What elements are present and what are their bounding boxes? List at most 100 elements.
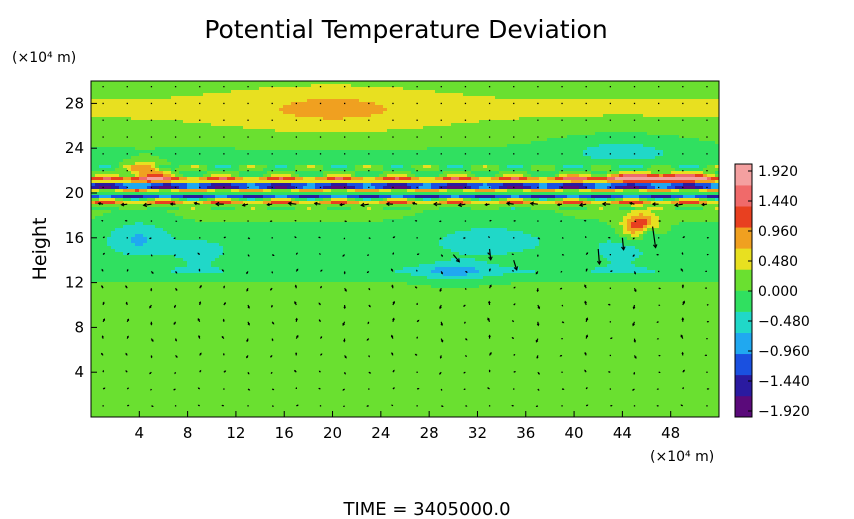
field-cell xyxy=(703,156,707,159)
field-cell xyxy=(335,159,339,162)
field-cell xyxy=(215,144,219,147)
field-cell xyxy=(567,96,571,99)
field-cell xyxy=(111,144,115,147)
field-cell xyxy=(463,114,467,117)
field-cell xyxy=(435,126,439,129)
field-cell xyxy=(439,159,443,162)
field-cell xyxy=(339,93,343,96)
field-cell xyxy=(491,159,495,162)
field-cell xyxy=(207,147,211,150)
field-cell xyxy=(319,117,323,120)
field-cell xyxy=(227,96,231,99)
field-cell xyxy=(647,117,651,120)
field-cell xyxy=(323,144,327,147)
field-cell xyxy=(611,156,615,159)
field-cell xyxy=(259,81,263,84)
field-cell xyxy=(707,84,711,87)
field-cell xyxy=(403,126,407,129)
field-cell xyxy=(227,150,231,153)
field-cell xyxy=(251,111,255,114)
field-cell xyxy=(635,156,639,159)
field-cell xyxy=(307,129,311,132)
field-cell xyxy=(567,123,571,126)
field-cell xyxy=(599,96,603,99)
field-cell xyxy=(403,108,407,111)
field-cell xyxy=(643,81,647,84)
field-cell xyxy=(679,96,683,99)
field-cell xyxy=(107,120,111,123)
field-cell xyxy=(243,84,247,87)
field-cell xyxy=(295,159,299,162)
field-cell xyxy=(227,120,231,123)
field-cell xyxy=(515,111,519,114)
field-cell xyxy=(587,150,591,153)
field-cell xyxy=(103,129,107,132)
field-cell xyxy=(575,150,579,153)
field-cell xyxy=(315,114,319,117)
field-cell xyxy=(311,132,315,135)
field-cell xyxy=(619,147,623,150)
field-cell xyxy=(427,147,431,150)
field-cell xyxy=(435,108,439,111)
field-cell xyxy=(187,123,191,126)
field-cell xyxy=(315,105,319,108)
field-cell xyxy=(239,108,243,111)
field-cell xyxy=(423,114,427,117)
field-cell xyxy=(591,141,595,144)
field-cell xyxy=(227,90,231,93)
field-cell xyxy=(339,114,343,117)
field-cell xyxy=(691,159,695,162)
field-cell xyxy=(551,105,555,108)
field-cell xyxy=(227,132,231,135)
field-cell xyxy=(219,129,223,132)
field-cell xyxy=(211,159,215,162)
field-cell xyxy=(323,150,327,153)
field-cell xyxy=(295,96,299,99)
field-cell xyxy=(547,96,551,99)
field-cell xyxy=(331,102,335,105)
field-cell xyxy=(647,147,651,150)
field-cell xyxy=(359,99,363,102)
field-cell xyxy=(219,99,223,102)
field-cell xyxy=(679,129,683,132)
field-cell xyxy=(195,108,199,111)
field-cell xyxy=(167,144,171,147)
field-cell xyxy=(595,156,599,159)
field-cell xyxy=(103,108,107,111)
field-cell xyxy=(623,144,627,147)
field-cell xyxy=(503,120,507,123)
field-cell xyxy=(647,120,651,123)
field-cell xyxy=(231,156,235,159)
field-cell xyxy=(503,102,507,105)
field-cell xyxy=(439,111,443,114)
field-cell xyxy=(131,165,135,168)
field-cell xyxy=(147,162,151,165)
field-cell xyxy=(267,162,271,165)
field-cell xyxy=(703,132,707,135)
field-cell xyxy=(111,99,115,102)
field-cell xyxy=(319,162,323,165)
field-cell xyxy=(251,90,255,93)
field-cell xyxy=(99,87,103,90)
field-cell xyxy=(95,111,99,114)
field-cell xyxy=(183,156,187,159)
field-cell xyxy=(255,135,259,138)
field-cell xyxy=(259,111,263,114)
field-cell xyxy=(671,138,675,141)
field-cell xyxy=(651,90,655,93)
field-cell xyxy=(291,111,295,114)
field-cell xyxy=(327,153,331,156)
field-cell xyxy=(383,96,387,99)
field-cell xyxy=(583,144,587,147)
field-cell xyxy=(263,114,267,117)
field-cell xyxy=(263,144,267,147)
field-cell xyxy=(483,123,487,126)
field-cell xyxy=(235,159,239,162)
field-cell xyxy=(559,159,563,162)
field-cell xyxy=(347,99,351,102)
field-cell xyxy=(163,102,167,105)
field-cell xyxy=(291,99,295,102)
field-cell xyxy=(283,87,287,90)
field-cell xyxy=(103,96,107,99)
field-cell xyxy=(459,105,463,108)
